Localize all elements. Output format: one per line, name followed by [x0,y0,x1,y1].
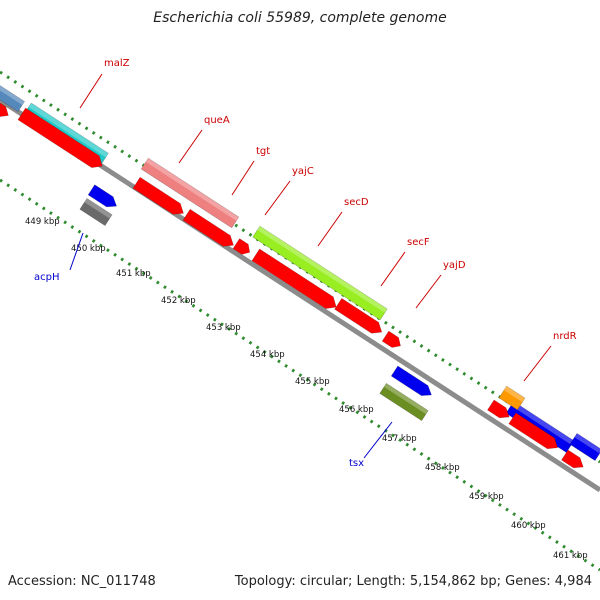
kbp-label: 451 kbp [116,269,151,279]
kbp-label: 452 kbp [161,296,196,306]
gene-arrow [182,208,234,247]
gene-block [498,385,526,411]
gene-highlight [28,103,109,158]
kbp-label: 458 kbp [425,463,460,473]
label-leader-line [231,160,255,196]
gene-arrow [251,248,337,309]
gene-feature [132,176,184,215]
gene-feature [0,76,25,112]
gene-label-secD: secD [344,197,369,208]
gene-feature [381,330,401,348]
gene-arrow [232,238,251,255]
gene-highlight [503,386,526,403]
label-leader-line [264,180,291,216]
gene-feature [232,238,251,255]
inner-tick-row [0,178,600,572]
gene-labels: malZ queA tgt yajC secD secF yajD nrdR acpH tsx [34,58,577,469]
gene-arrow [17,107,103,168]
kbp-label: 459 kbp [469,492,504,502]
label-leader-line [69,232,84,271]
label-leader-line [380,251,406,287]
gene-label-secF: secF [407,237,430,248]
gene-label-tgt: tgt [256,146,270,157]
kbp-label: 457 kbp [382,434,417,444]
gene-block [0,76,25,112]
kbp-label: 460 kbp [511,521,546,531]
kbp-label: 455 kbp [295,377,330,387]
gene-feature [561,449,584,469]
gene-features [0,76,600,469]
kbp-label: 461 kbp [553,551,588,561]
gene-arrow [0,99,9,117]
gene-block [379,382,429,422]
gene-feature [140,157,240,229]
gene-block [252,225,388,321]
gene-feature [17,107,103,168]
genome-summary-text: Topology: circular; Length: 5,154,862 bp… [234,574,592,589]
accession-text: Accession: NC_011748 [8,574,156,589]
kbp-label: 453 kbp [206,323,241,333]
gene-highlight [0,76,25,106]
gene-highlight [384,383,429,415]
kbp-label: 456 kbp [339,405,374,415]
label-leader-line [363,421,393,459]
gene-arrow [132,176,184,215]
label-leader-line [79,73,103,109]
gene-feature [379,382,429,422]
gene-block [140,157,240,229]
gene-label-acpH: acpH [34,272,60,283]
gene-feature [79,197,113,227]
gene-label-queA: queA [204,115,230,126]
kbp-label: 449 kbp [25,217,60,227]
gene-highlight [145,158,239,221]
gene-label-malZ: malZ [104,58,130,69]
kbp-label: 450 kbp [71,244,106,254]
gene-feature [334,297,383,334]
gene-arrow [508,412,559,450]
gene-arrow [561,449,584,469]
gene-feature [508,412,559,450]
label-leader-line [415,274,442,309]
label-leader-line [317,211,343,247]
gene-arrow [334,297,383,334]
gene-label-yajD: yajD [443,260,466,271]
gene-block [79,197,113,227]
gene-highlight [574,433,600,454]
gene-feature [390,365,432,396]
gene-highlight [84,198,113,219]
gene-highlight [510,401,574,445]
gene-label-nrdR: nrdR [553,331,577,342]
gene-feature [487,399,510,419]
gene-arrow [390,365,432,396]
gene-highlight [257,226,388,313]
gene-label-tsx: tsx [349,458,364,469]
gene-feature [87,184,117,208]
gene-feature [569,432,600,462]
label-leader-line [523,345,552,382]
label-leader-line [178,129,203,164]
gene-feature [252,225,388,321]
gene-block [569,432,600,462]
gene-arrow [487,399,510,419]
gene-label-yajC: yajC [292,166,314,177]
map-title: Escherichia coli 55989, complete genome [153,10,447,26]
kbp-scale: 449 kbp 450 kbp 451 kbp 452 kbp 453 kbp 454 k… [25,217,588,561]
gene-feature [251,248,337,309]
gene-feature [0,99,9,117]
gene-feature [182,208,234,247]
gene-arrow [87,184,117,208]
gene-arrow [381,330,401,348]
gene-feature [498,385,526,411]
kbp-label: 454 kbp [250,350,285,360]
